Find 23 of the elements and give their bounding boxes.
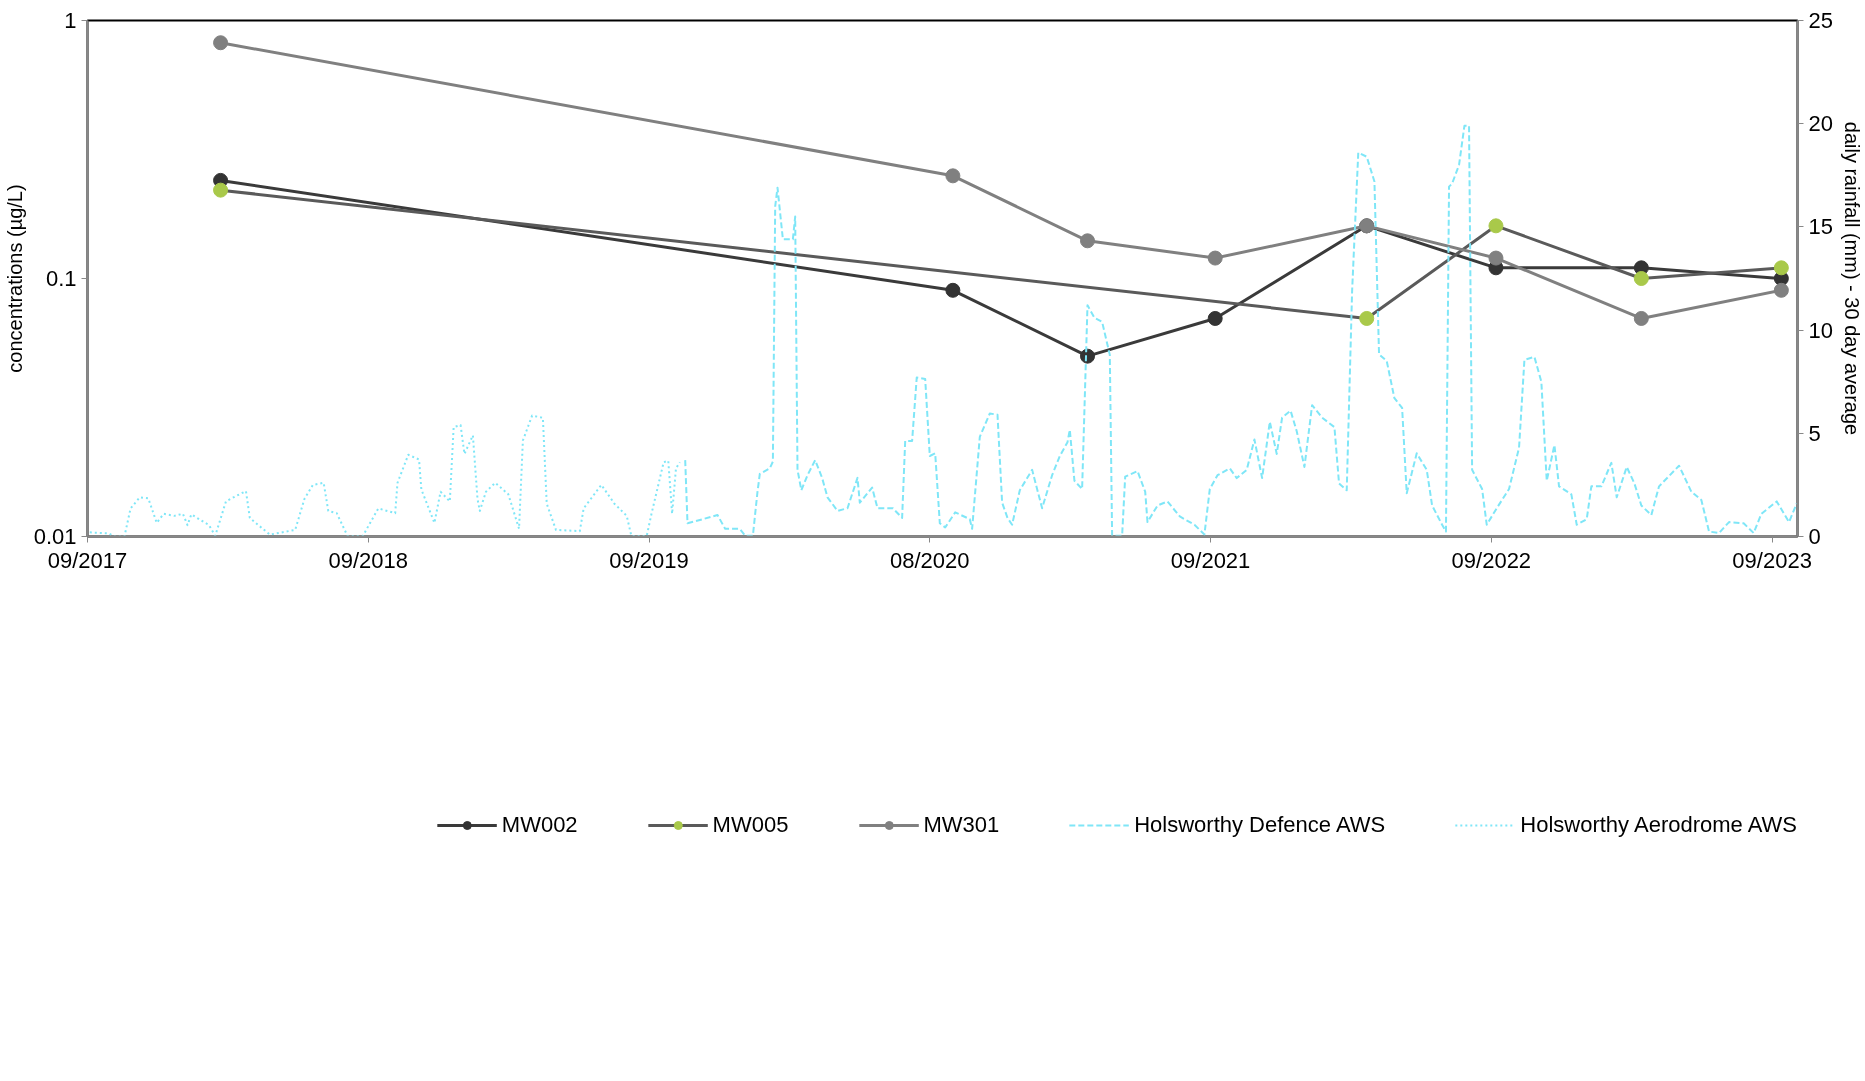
- legend-label: MW005: [712, 812, 789, 838]
- y2-tick-label: 20: [1808, 111, 1833, 137]
- legend-label: MW002: [501, 812, 578, 838]
- y-tick-label: 1: [64, 8, 77, 33]
- x-tick-label: 09/2023: [1732, 547, 1812, 573]
- x-tick-label: 09/2017: [47, 547, 128, 573]
- x-tick-label: 09/2019: [609, 547, 689, 573]
- y2-tick-label: 25: [1808, 8, 1833, 33]
- y-axis-title: concentrations (µg/L): [3, 184, 26, 373]
- y2-tick-label: 10: [1808, 317, 1833, 343]
- x-tick-label: 09/2022: [1451, 547, 1532, 573]
- legend-label: Holsworthy Aerodrome AWS: [1520, 812, 1797, 838]
- x-tick-label: 08/2020: [890, 547, 970, 573]
- y2-tick-label: 5: [1808, 420, 1821, 446]
- y2-axis-title: daily rainfall (mm) - 30 day average: [1840, 121, 1863, 436]
- y-tick-label: 0.01: [33, 524, 77, 549]
- y2-tick-label: 15: [1808, 214, 1833, 240]
- x-tick-label: 09/2021: [1170, 547, 1251, 573]
- x-tick-label: 09/2018: [328, 547, 409, 573]
- y2-tick-label: 0: [1808, 524, 1821, 549]
- legend-label: MW301: [923, 812, 1000, 838]
- y-tick-label: 0.1: [45, 266, 77, 291]
- legend-label: Holsworthy Defence AWS: [1134, 812, 1386, 838]
